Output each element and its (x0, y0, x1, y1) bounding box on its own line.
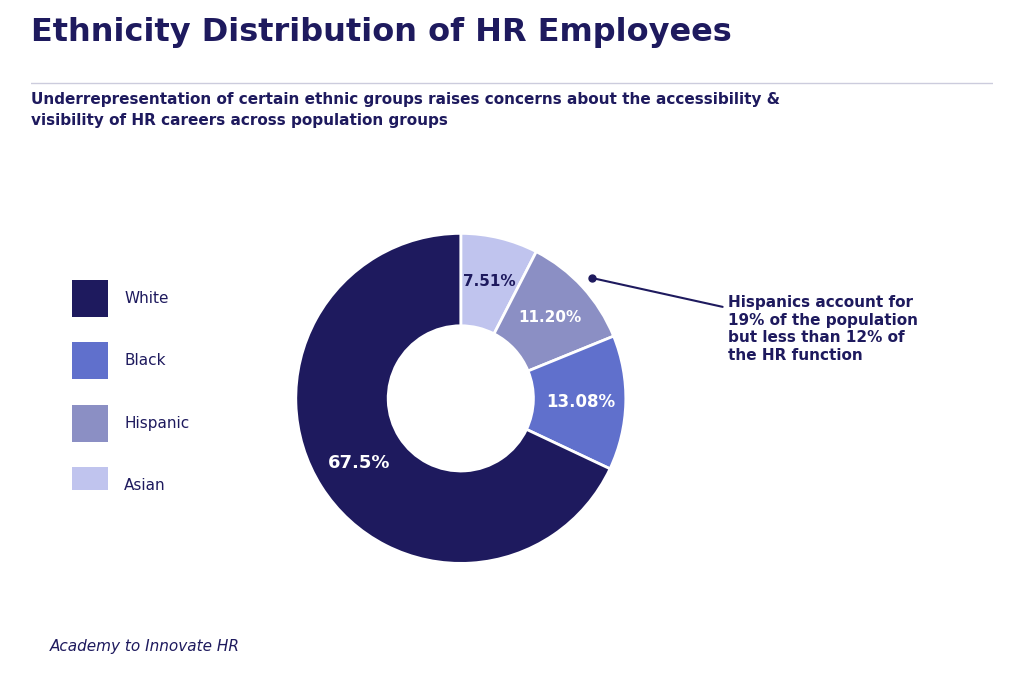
Text: Asian: Asian (124, 478, 166, 493)
Wedge shape (296, 234, 610, 563)
Text: Hispanics account for
19% of the population
but less than 12% of
the HR function: Hispanics account for 19% of the populat… (595, 279, 919, 363)
Bar (72, 405, 108, 442)
Wedge shape (461, 234, 537, 334)
Wedge shape (526, 336, 626, 469)
Text: Ethnicity Distribution of HR Employees: Ethnicity Distribution of HR Employees (31, 16, 731, 48)
Wedge shape (494, 252, 613, 371)
Bar (72, 342, 108, 379)
Text: 7.51%: 7.51% (463, 274, 515, 289)
Text: White: White (124, 291, 169, 306)
Bar (72, 467, 108, 504)
Text: 67.5%: 67.5% (328, 454, 390, 472)
Bar (72, 280, 108, 317)
Text: Hispanic: Hispanic (124, 415, 189, 430)
Text: Underrepresentation of certain ethnic groups raises concerns about the accessibi: Underrepresentation of certain ethnic gr… (31, 91, 779, 127)
Text: Black: Black (124, 353, 166, 368)
Text: 11.20%: 11.20% (518, 310, 582, 325)
Text: Academy to Innovate HR: Academy to Innovate HR (50, 639, 240, 654)
Text: 13.08%: 13.08% (547, 393, 615, 411)
